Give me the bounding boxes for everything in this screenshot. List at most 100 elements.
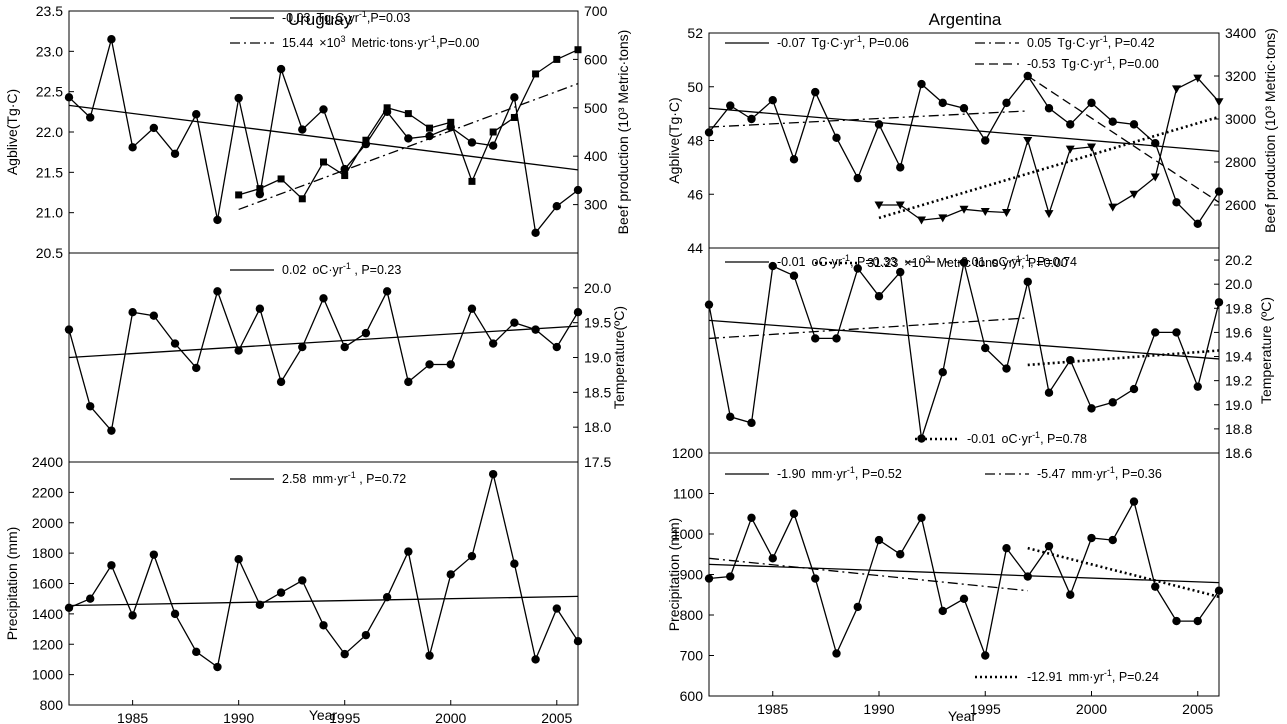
data-point — [726, 572, 735, 581]
data-point — [1002, 209, 1011, 218]
data-point — [1172, 328, 1181, 337]
data-point — [446, 570, 455, 579]
data-point — [277, 175, 285, 183]
data-point — [1066, 120, 1075, 129]
legend-unit: oC·yr — [992, 255, 1023, 269]
data-point — [1002, 364, 1011, 373]
argentina-xlabel: Year — [948, 708, 977, 724]
data-point — [382, 287, 392, 296]
data-point — [959, 258, 969, 267]
y-tick-label: 1200 — [672, 445, 703, 461]
data-point — [552, 604, 561, 613]
data-point — [896, 163, 905, 172]
data-point — [1023, 572, 1032, 581]
trend-line-solid — [708, 563, 1220, 584]
legend-unit: Tg·C·yr — [317, 11, 359, 25]
data-point — [1002, 543, 1011, 553]
data-point — [938, 368, 947, 377]
y-tick-label: 23.5 — [36, 3, 63, 19]
y2-tick-label: 18.0 — [584, 419, 611, 435]
data-point — [361, 630, 371, 640]
data-point — [726, 101, 735, 110]
legend-sup: -1 — [847, 465, 855, 475]
legend-sup: -1 — [1107, 465, 1115, 475]
data-point — [811, 334, 820, 343]
y-tick-label: 2400 — [32, 454, 63, 470]
data-point — [552, 342, 561, 352]
y-tick-label: 800 — [40, 697, 64, 713]
y-tick-label: 1800 — [32, 545, 63, 561]
data-point — [276, 588, 286, 597]
trend-line-solid — [68, 325, 579, 359]
data-point — [1087, 98, 1096, 108]
data-point — [298, 125, 307, 134]
trend-line-dotted — [1027, 546, 1220, 599]
legend-sup: -1 — [1100, 34, 1108, 44]
data-point — [853, 264, 862, 273]
data-point — [726, 412, 735, 422]
data-point — [531, 228, 540, 238]
legend-unit: Tg·C·yr — [1062, 57, 1104, 71]
data-point — [489, 128, 497, 136]
data-point — [981, 343, 990, 353]
legend-entry: 15.44 ×103 Metric·tons·yr-1,P=0.00 — [282, 34, 479, 50]
data-point — [768, 554, 777, 563]
legend-sup: -1 — [1104, 55, 1112, 65]
y-axis-label: Temperature(ºC) — [611, 306, 627, 409]
y-tick-label: 1000 — [32, 667, 63, 683]
legend-stats: , P=0.36 — [1115, 467, 1162, 481]
data-point — [874, 535, 884, 545]
y-tick-label: 600 — [680, 688, 704, 704]
y-tick-label: 2000 — [32, 515, 63, 531]
data-point — [86, 402, 95, 411]
data-point — [86, 594, 95, 603]
legend-entry: -12.91 mm·yr-1, P=0.24 — [1027, 668, 1159, 684]
data-point — [938, 214, 948, 223]
argentina-title: Argentina — [929, 10, 1002, 29]
data-point — [1151, 582, 1160, 591]
data-point — [298, 576, 307, 585]
series-line — [879, 77, 1220, 221]
y2-axis-label: Beef production (10³ Metric·tons) — [1262, 28, 1278, 233]
uruguay-title: Uruguay — [288, 10, 353, 29]
data-point — [981, 136, 990, 145]
series-line — [708, 74, 1220, 225]
data-point — [1044, 104, 1054, 113]
y2-tick-label: 19.8 — [1225, 300, 1252, 316]
data-point — [1044, 210, 1054, 219]
data-point — [1129, 384, 1139, 394]
y-tick-label: 46 — [687, 186, 703, 202]
data-point — [425, 651, 434, 660]
legend-unit: mm·yr — [812, 467, 847, 481]
y-tick-label: 20.5 — [36, 245, 63, 261]
y2-tick-label: 19.4 — [1225, 349, 1252, 365]
legend-entry: -0.03 Tg·C·yr-1,P=0.03 — [282, 9, 410, 25]
y2-tick-label: 17.5 — [584, 454, 611, 470]
data-point — [234, 346, 243, 355]
y2-tick-label: 20.0 — [1225, 276, 1252, 292]
data-point — [789, 155, 799, 164]
y2-tick-label: 20.0 — [584, 280, 611, 296]
legend-sup: -1 — [1022, 253, 1030, 263]
data-point — [467, 304, 477, 313]
data-point — [1023, 71, 1032, 81]
data-point — [340, 649, 349, 659]
data-point — [1108, 117, 1117, 126]
data-point — [896, 550, 905, 559]
data-point — [149, 550, 159, 559]
y-tick-label: 900 — [680, 567, 704, 583]
legend-stats: , P=0.00 — [1021, 256, 1068, 270]
y-tick-label: 1600 — [32, 576, 63, 592]
data-point — [149, 311, 159, 320]
data-point — [192, 363, 201, 373]
y-axis-label: Precipitation (mm) — [666, 518, 682, 632]
legend-sup: -1 — [1104, 668, 1112, 678]
data-point — [1129, 497, 1139, 506]
x-tick-label: 1995 — [329, 710, 360, 724]
series-line — [68, 473, 579, 669]
legend-stats: , P=0.00 — [1112, 57, 1159, 71]
data-point — [404, 547, 413, 556]
legend-sup: 3 — [341, 34, 346, 44]
data-point — [255, 304, 265, 313]
legend-sup: -1 — [854, 34, 862, 44]
